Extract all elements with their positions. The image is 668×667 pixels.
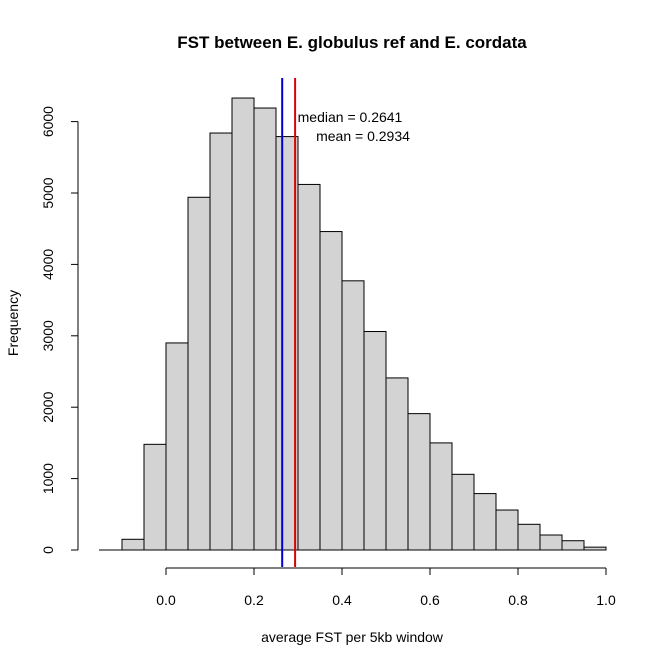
y-tick-label: 3000 bbox=[40, 320, 56, 351]
y-tick-label: 0 bbox=[40, 546, 56, 554]
histogram-bar bbox=[473, 493, 497, 551]
histogram-bar bbox=[209, 132, 233, 551]
reference-lines-group bbox=[281, 78, 297, 567]
x-tick-label: 1.0 bbox=[596, 592, 616, 608]
y-tick-label: 1000 bbox=[40, 463, 56, 494]
histogram-bar bbox=[253, 107, 277, 551]
histogram-bar bbox=[451, 473, 475, 551]
y-axis-label: Frequency bbox=[5, 290, 21, 356]
chart-title: FST between E. globulus ref and E. corda… bbox=[177, 33, 527, 52]
histogram-bar bbox=[319, 231, 343, 551]
histogram-bar bbox=[187, 196, 211, 551]
y-tick-label: 5000 bbox=[40, 177, 56, 208]
histogram-bar bbox=[561, 540, 585, 551]
y-tick-label: 6000 bbox=[40, 106, 56, 137]
histogram-bar bbox=[539, 534, 563, 551]
histogram-bar bbox=[297, 183, 321, 551]
histogram-bar bbox=[385, 377, 409, 551]
histogram-bar bbox=[121, 538, 145, 551]
x-tick-label: 0.0 bbox=[156, 592, 176, 608]
mean-annotation: mean = 0.2934 bbox=[316, 128, 410, 144]
x-tick-label: 0.6 bbox=[420, 592, 440, 608]
x-axis: 0.0 0.2 0.4 0.6 0.8 1.0 bbox=[156, 567, 616, 608]
median-annotation: median = 0.2641 bbox=[298, 109, 403, 125]
histogram-bar bbox=[231, 97, 255, 551]
bars-group bbox=[99, 97, 607, 551]
y-tick-label: 2000 bbox=[40, 391, 56, 422]
histogram-bar bbox=[341, 280, 365, 551]
histogram-bar bbox=[517, 523, 541, 551]
x-tick-label: 0.8 bbox=[508, 592, 528, 608]
y-axis: 0 1000 2000 3000 4000 5000 6000 bbox=[40, 106, 79, 554]
y-tick-label: 4000 bbox=[40, 249, 56, 280]
x-axis-label: average FST per 5kb window bbox=[261, 629, 444, 645]
histogram-bar bbox=[495, 509, 519, 551]
x-tick-label: 0.4 bbox=[332, 592, 352, 608]
histogram-bar bbox=[429, 442, 453, 551]
histogram-bar bbox=[143, 443, 167, 551]
histogram-bar bbox=[407, 413, 431, 551]
histogram-bar bbox=[165, 342, 189, 551]
histogram-bar bbox=[363, 331, 387, 551]
annotations-group: median = 0.2641 mean = 0.2934 bbox=[298, 109, 410, 144]
x-tick-label: 0.2 bbox=[244, 592, 264, 608]
